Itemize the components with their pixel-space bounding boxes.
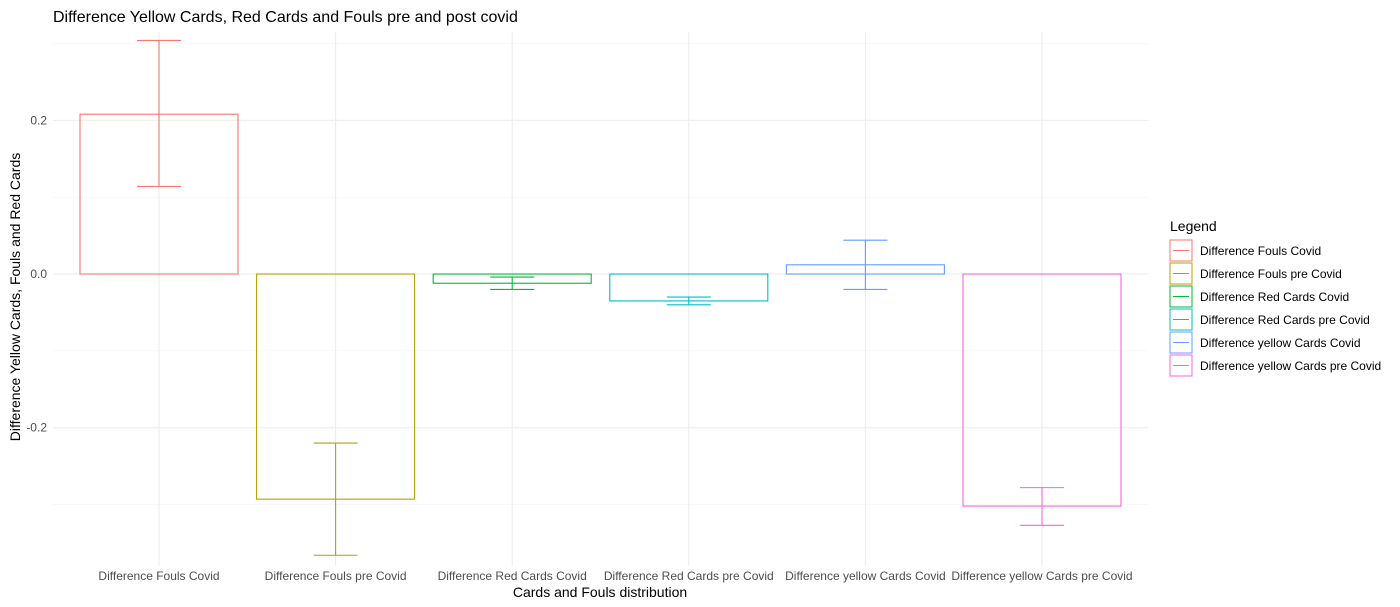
legend-title: Legend [1170,218,1217,234]
x-tick-label: Difference Fouls pre Covid [265,569,407,583]
legend-item: Difference Red Cards Covid [1170,286,1349,307]
x-tick-label: Difference yellow Cards Covid [785,569,946,583]
bars-layer [80,114,1121,506]
y-tick-label: 0.2 [30,113,47,127]
legend-label: Difference Fouls pre Covid [1200,267,1342,281]
error-bar [137,40,181,186]
legend-label: Difference yellow Cards pre Covid [1200,359,1381,373]
legend-item: Difference Red Cards pre Covid [1170,309,1370,330]
chart-title: Difference Yellow Cards, Red Cards and F… [53,9,518,26]
legend-label: Difference Fouls Covid [1200,244,1321,258]
y-tick-label: -0.2 [26,421,47,435]
x-axis-ticks: Difference Fouls Covid Difference Fouls p… [98,569,1132,583]
legend-label: Difference Red Cards Covid [1200,290,1349,304]
legend-item: Difference Fouls pre Covid [1170,263,1342,284]
x-tick-label: Difference Red Cards Covid [438,569,587,583]
x-tick-label: Difference Fouls Covid [98,569,219,583]
legend-label: Difference yellow Cards Covid [1200,336,1361,350]
legend-item: Difference yellow Cards pre Covid [1170,355,1381,376]
legend-item: Difference Fouls Covid [1170,240,1321,261]
legend-item: Difference yellow Cards Covid [1170,332,1361,353]
error-bars-layer [137,40,1064,555]
y-axis-ticks: 0.2 0.0 -0.2 [26,113,47,434]
x-tick-label: Difference yellow Cards pre Covid [951,569,1132,583]
x-axis-title: Cards and Fouls distribution [513,584,687,600]
grid-lines [53,32,1148,566]
legend-label: Difference Red Cards pre Covid [1200,313,1370,327]
y-tick-label: 0.0 [30,267,47,281]
x-tick-label: Difference Red Cards pre Covid [604,569,774,583]
y-axis-title: Difference Yellow Cards, Fouls and Red C… [7,153,23,441]
legend: Legend Difference Fouls Covid Difference … [1170,218,1381,376]
